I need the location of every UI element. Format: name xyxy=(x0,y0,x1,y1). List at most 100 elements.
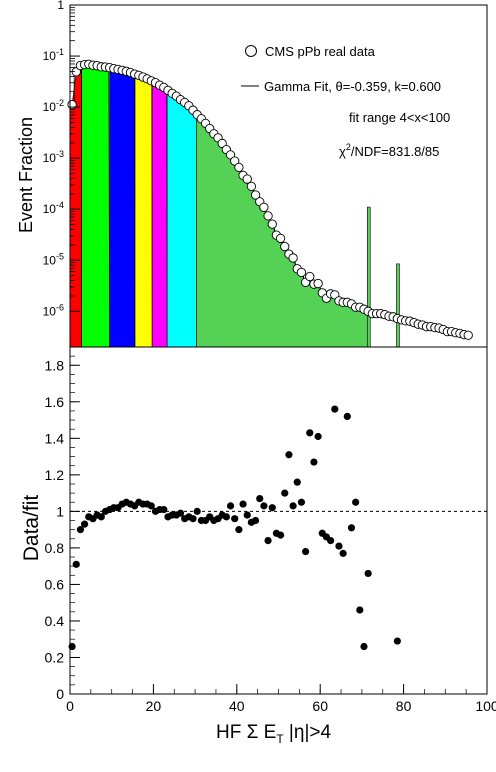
x-axis-label: HF Σ ET |η|>4 xyxy=(216,722,331,746)
ratio-point xyxy=(360,642,368,651)
data-point xyxy=(305,271,315,282)
ratio-point xyxy=(393,637,401,645)
ratio-point xyxy=(80,520,89,528)
ratio-point xyxy=(251,516,260,525)
data-point xyxy=(275,233,286,244)
top-y-tick-label: 10-4 xyxy=(43,200,64,216)
chi2-value: /NDF=831.8/85 xyxy=(351,144,440,159)
legend-fit-label: Gamma Fit, θ=-0.359, k=0.600 xyxy=(264,79,441,94)
ratio-point xyxy=(147,502,155,510)
x-axis-label-suffix: |η|>4 xyxy=(284,722,332,743)
data-point xyxy=(234,162,244,173)
top-y-tick-label: 10-2 xyxy=(43,98,64,114)
centrality-band-3 xyxy=(134,73,153,348)
x-tick-label: 20 xyxy=(146,698,162,714)
x-axis-label-subscript: T xyxy=(276,732,284,746)
bottom-y-tick-label: 0.6 xyxy=(45,576,65,592)
ratio-point xyxy=(235,526,243,534)
ratio-point xyxy=(243,511,251,519)
ratio-point xyxy=(260,502,268,510)
ratio-point xyxy=(193,507,201,515)
bottom-y-tick-label: 1 xyxy=(56,503,64,519)
top-y-axis-label: Event Fraction xyxy=(16,117,36,233)
bottom-y-tick-label: 0 xyxy=(56,686,64,702)
bottom-y-tick-label: 0.8 xyxy=(45,540,65,556)
ratio-point xyxy=(302,547,310,556)
ratio-point xyxy=(160,505,168,514)
ratio-point xyxy=(268,504,276,512)
top-y-tick-label: 10-3 xyxy=(43,149,64,165)
chi2-label: χ2/NDF=831.8/85 xyxy=(339,142,439,159)
data-point xyxy=(280,241,290,252)
data-point xyxy=(288,253,298,263)
fit-range-label: fit range 4<x<100 xyxy=(349,110,450,125)
centrality-band-4 xyxy=(151,80,168,348)
ratio-point xyxy=(327,536,335,545)
ratio-point xyxy=(339,549,347,557)
bottom-y-tick-label: 1.6 xyxy=(45,394,65,410)
data-point xyxy=(267,219,277,229)
data-point xyxy=(259,202,269,212)
bottom-y-tick-label: 1.8 xyxy=(45,357,65,373)
data-point xyxy=(250,190,261,200)
ratio-point xyxy=(176,509,185,517)
top-y-tick-label: 1 xyxy=(57,0,64,12)
ratio-point xyxy=(314,432,322,441)
ratio-point xyxy=(352,498,360,506)
centrality-bands xyxy=(69,63,400,348)
ratio-point xyxy=(256,494,264,503)
legend-data-marker xyxy=(245,45,257,57)
ratio-point xyxy=(239,500,247,508)
ratio-point xyxy=(76,526,85,534)
data-points xyxy=(67,59,473,340)
bottom-y-tick-label: 0.2 xyxy=(45,649,65,665)
histogram-spike-1 xyxy=(367,206,371,348)
x-tick-label: 60 xyxy=(312,698,328,714)
ratio-point xyxy=(331,405,339,413)
top-y-tick-label: 10-5 xyxy=(43,251,64,267)
ratio-point xyxy=(364,569,372,578)
ratio-point xyxy=(276,531,285,539)
data-point xyxy=(246,181,257,192)
data-point xyxy=(263,211,273,221)
data-point xyxy=(242,174,252,184)
top-y-tick-label: 10-1 xyxy=(43,47,64,63)
centrality-band-1 xyxy=(81,63,110,348)
ratio-point xyxy=(264,536,272,545)
bottom-panel: 0 0.2 0.4 0.6 0.8 1 1.2 1.4 1.6 1.8 0 20 40 60 80 100 D… xyxy=(20,346,496,746)
bottom-y-tick-label: 1.2 xyxy=(45,467,65,483)
ratio-point xyxy=(231,515,239,523)
data-point xyxy=(230,156,240,166)
ratio-point xyxy=(310,458,318,466)
top-panel: 1 10-1 10-2 10-3 10-4 10-5 10-6 CMS pPb real d… xyxy=(16,0,488,348)
bottom-y-tick-label: 1.4 xyxy=(45,430,65,446)
x-axis-label-main: HF Σ E xyxy=(216,722,276,743)
ratio-point xyxy=(285,451,293,459)
ratio-points xyxy=(68,405,401,651)
ratio-point xyxy=(226,502,235,510)
data-point xyxy=(296,267,307,277)
x-tick-label: 100 xyxy=(475,698,496,714)
bottom-y-tick-label: 0.4 xyxy=(45,613,65,629)
centrality-band-5 xyxy=(166,89,197,348)
ratio-point xyxy=(281,489,289,497)
ratio-point xyxy=(293,478,301,486)
chi2-symbol: χ xyxy=(339,144,346,159)
ratio-point xyxy=(335,542,343,550)
ratio-point xyxy=(347,524,356,532)
data-point xyxy=(463,330,473,340)
ratio-point xyxy=(72,560,80,568)
legend-data-label: CMS pPb real data xyxy=(265,44,376,59)
bottom-axes: 0 0.2 0.4 0.6 0.8 1 1.2 1.4 1.6 1.8 0 20 40 60 80 100 xyxy=(45,346,496,714)
bottom-y-axis-label: Data/fit xyxy=(20,495,43,562)
ratio-point xyxy=(289,502,297,510)
x-tick-label: 40 xyxy=(229,698,245,714)
ratio-point xyxy=(306,429,314,437)
ratio-point xyxy=(343,412,351,420)
ratio-point xyxy=(97,513,105,521)
histogram-spike-2 xyxy=(396,263,400,348)
x-tick-label: 80 xyxy=(396,698,412,714)
ratio-point xyxy=(68,642,76,651)
x-tick-label: 0 xyxy=(66,698,74,714)
